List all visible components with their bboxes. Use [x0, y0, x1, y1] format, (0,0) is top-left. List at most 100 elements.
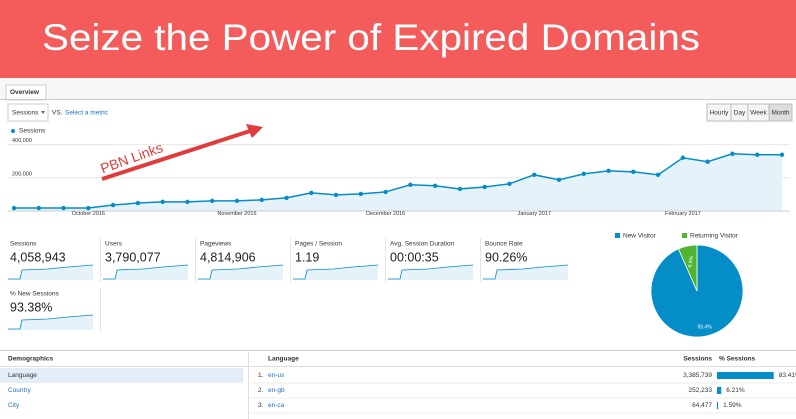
- share-label: 83.41%: [779, 372, 796, 379]
- point: [779, 152, 785, 157]
- point: [358, 191, 364, 197]
- share-label: 6.21%: [726, 387, 745, 394]
- point: [309, 190, 314, 196]
- sparkline: [8, 264, 94, 280]
- point: [457, 186, 463, 192]
- language[interactable]: en-us: [268, 372, 285, 379]
- share-bar: [717, 372, 774, 379]
- x-tick-label: January 2017: [518, 211, 551, 217]
- rank: 1.: [258, 372, 264, 379]
- granularity-label[interactable]: Day: [734, 110, 746, 117]
- sparkline-area: [8, 265, 93, 280]
- legend-label: Sessions: [19, 128, 46, 135]
- legend-dot: [11, 129, 15, 133]
- metric-label: Sessions: [10, 241, 37, 248]
- demographic-link[interactable]: Language: [8, 372, 37, 379]
- sparkline-area: [388, 265, 473, 280]
- point: [408, 182, 413, 187]
- pie-slice: [677, 244, 698, 292]
- point: [432, 183, 438, 188]
- rank: 3.: [258, 402, 264, 409]
- arrow-head: [246, 124, 263, 138]
- point: [135, 200, 141, 206]
- sessions: 252,233: [689, 387, 713, 394]
- selected-row: [0, 368, 243, 383]
- tab-bar: [0, 78, 796, 99]
- sparkline: [103, 264, 189, 280]
- point: [532, 172, 537, 178]
- banner-title: Seize the Power of Expired Domains: [42, 17, 700, 58]
- select-metric[interactable]: Select a metric: [65, 110, 109, 117]
- point: [284, 195, 289, 201]
- metric-label: Bounce Rate: [485, 241, 523, 248]
- language[interactable]: en-gb: [268, 387, 285, 394]
- point: [631, 169, 636, 175]
- point: [755, 152, 760, 157]
- section-title: Demographics: [8, 356, 54, 363]
- point: [507, 181, 512, 186]
- share-bar: [717, 387, 722, 394]
- legend-label: Returning Visitor: [690, 233, 739, 240]
- vs-label: VS.: [52, 110, 63, 117]
- point: [61, 205, 66, 211]
- area: [14, 153, 782, 211]
- metric-label: Users: [105, 241, 123, 248]
- line: [14, 153, 782, 209]
- sparkline-area: [483, 265, 568, 280]
- share-bar: [717, 402, 719, 409]
- point: [259, 197, 264, 203]
- metric-label: Pages / Session: [295, 241, 342, 248]
- banner: [0, 0, 796, 78]
- sparkline: [388, 264, 474, 280]
- metric-label: % New Sessions: [10, 291, 60, 298]
- metric-value: 93.38%: [10, 300, 52, 314]
- dropdown-arrow: [41, 111, 45, 114]
- x-tick-label: November 2016: [217, 211, 256, 217]
- pie-label: 6.6%: [687, 255, 695, 268]
- point: [383, 189, 388, 195]
- point: [185, 199, 190, 205]
- share-label: 1.59%: [723, 402, 742, 409]
- granularity-label[interactable]: Month: [771, 110, 789, 117]
- demographic-link[interactable]: Country: [8, 387, 32, 394]
- sessions: 3,385,739: [683, 372, 712, 379]
- metric-dropdown-label[interactable]: Sessions: [12, 110, 39, 117]
- point: [333, 192, 339, 198]
- column-header: Language: [268, 356, 299, 363]
- point: [482, 184, 487, 190]
- demographic-link[interactable]: City: [8, 402, 20, 409]
- sparkline: [483, 264, 569, 280]
- sparkline-area: [103, 265, 188, 280]
- granularity-label[interactable]: Hourly: [710, 110, 730, 117]
- legend-label: New Visitor: [623, 233, 657, 240]
- sparkline: [198, 264, 284, 280]
- x-tick-label: October 2016: [72, 211, 105, 217]
- point: [234, 198, 240, 204]
- metric-label: Pageviews: [200, 241, 232, 248]
- metric-value: 4,058,943: [10, 250, 66, 264]
- point: [11, 205, 17, 211]
- granularity-button[interactable]: [768, 103, 793, 122]
- point: [606, 168, 611, 174]
- sparkline: [293, 264, 379, 280]
- legend-swatch: [682, 233, 687, 238]
- point: [209, 198, 215, 204]
- point: [556, 177, 562, 183]
- language[interactable]: en-ca: [268, 402, 285, 409]
- tab-label[interactable]: Overview: [10, 89, 40, 96]
- column-header: % Sessions: [719, 356, 756, 363]
- x-tick-label: February 2017: [665, 211, 701, 217]
- granularity-label[interactable]: Week: [750, 110, 767, 117]
- arrow-shaft: [101, 129, 251, 181]
- point: [36, 205, 41, 211]
- sessions: 64,477: [692, 402, 712, 409]
- metric-value: 90.26%: [485, 250, 527, 264]
- y-tick-label: 400,000: [12, 138, 32, 144]
- y-tick-label: 200,000: [12, 171, 32, 177]
- metric-dropdown[interactable]: [7, 103, 49, 122]
- legend-swatch: [615, 233, 620, 238]
- sparkline-area: [8, 315, 93, 330]
- x-tick-label: December 2016: [366, 211, 405, 217]
- point: [581, 171, 587, 177]
